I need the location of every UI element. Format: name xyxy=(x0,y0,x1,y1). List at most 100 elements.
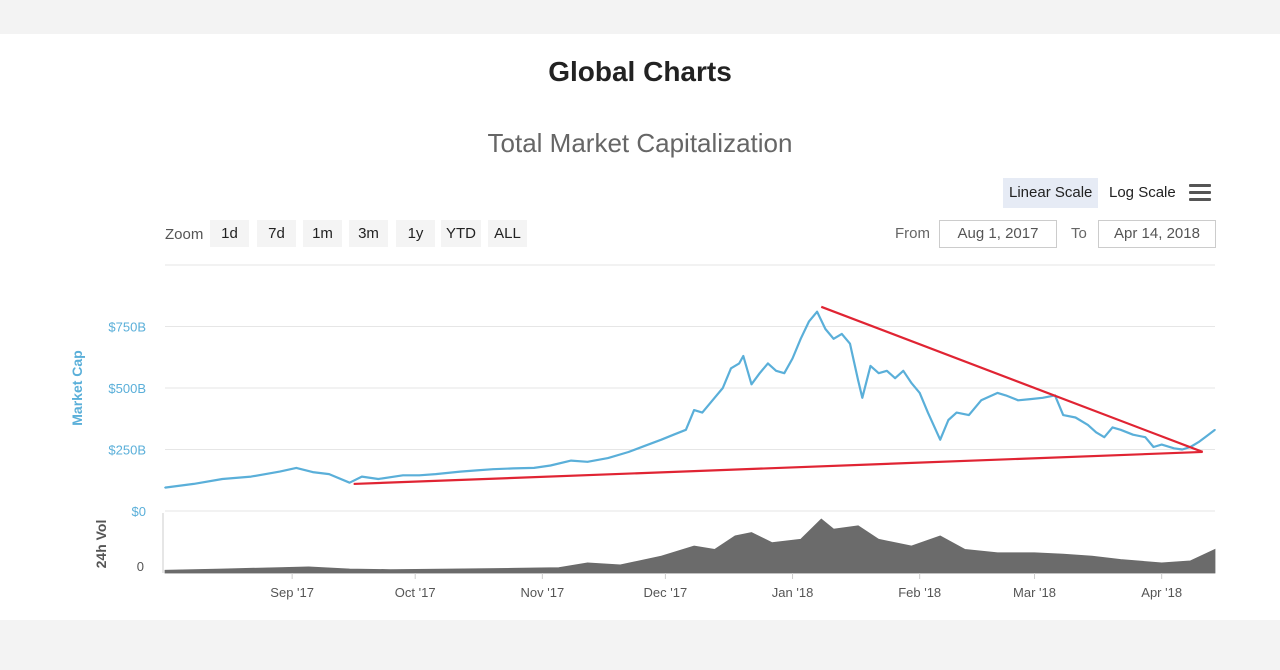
market-cap-point xyxy=(1214,429,1216,431)
market-cap-point xyxy=(434,473,437,475)
market-cap-point xyxy=(1173,447,1175,450)
market-cap-point xyxy=(402,474,404,477)
market-cap-series xyxy=(164,310,1216,489)
market-cap-point xyxy=(713,397,716,399)
market-cap-point xyxy=(644,445,646,447)
market-cap-point xyxy=(1144,436,1147,439)
market-cap-point xyxy=(1197,441,1200,443)
market-cap-point xyxy=(894,377,896,380)
market-cap-point xyxy=(816,310,818,313)
zoom-ytd-button[interactable]: YTD xyxy=(441,220,481,247)
zoom-1d-button[interactable]: 1d xyxy=(210,220,249,247)
y-tick-labels: $0 $250B $500B $750B 0 xyxy=(108,320,146,575)
chart-title: Total Market Capitalization xyxy=(487,128,793,158)
market-cap-point xyxy=(1160,443,1163,446)
market-cap-point xyxy=(1041,397,1044,399)
market-cap-point xyxy=(927,411,929,414)
market-cap-point xyxy=(549,464,552,467)
to-date-input[interactable]: Apr 14, 2018 xyxy=(1098,220,1216,248)
zoom-3m-button[interactable]: 3m xyxy=(349,220,388,247)
x-tick-label: Oct '17 xyxy=(395,585,436,600)
market-cap-point xyxy=(980,399,982,402)
market-cap-point xyxy=(742,355,745,357)
trendline xyxy=(820,305,1204,453)
volume-area xyxy=(164,518,1216,574)
market-cap-point xyxy=(1152,446,1155,448)
market-cap-point xyxy=(902,370,905,372)
market-cap-point xyxy=(857,379,859,382)
x-tick-label: Jan '18 xyxy=(772,585,814,600)
market-cap-point xyxy=(1074,416,1077,419)
zoom-label: Zoom xyxy=(165,226,204,243)
x-tick-label: Dec '17 xyxy=(644,585,688,600)
market-cap-point xyxy=(475,469,478,472)
market-cap-point xyxy=(775,370,777,372)
market-cap-point xyxy=(418,474,421,477)
market-cap-point xyxy=(947,419,950,421)
market-cap-point xyxy=(808,320,810,323)
y-tick-label: $500B xyxy=(108,381,146,396)
market-cap-point xyxy=(750,383,753,386)
market-cap-point xyxy=(492,468,494,471)
market-cap-point xyxy=(799,338,802,340)
market-cap-point xyxy=(877,372,880,375)
market-cap-point xyxy=(886,370,888,372)
x-tick-label: Sep '17 xyxy=(270,585,314,600)
market-cap-point xyxy=(1132,433,1134,436)
market-cap-point xyxy=(939,438,941,441)
market-cap-point xyxy=(1005,394,1007,397)
zoom-1m-button[interactable]: 1m xyxy=(303,220,342,247)
linear-scale-button[interactable]: Linear Scale xyxy=(1003,178,1099,208)
from-date-input[interactable]: Aug 1, 2017 xyxy=(939,220,1057,248)
zoom-all-button[interactable]: ALL xyxy=(488,220,527,247)
zoom-7d-button[interactable]: 7d xyxy=(257,220,296,247)
y-axis-label: Market Cap xyxy=(69,350,85,425)
market-cap-point xyxy=(1029,398,1032,400)
market-cap-point xyxy=(996,392,999,394)
market-cap-point xyxy=(279,470,281,473)
market-cap-point xyxy=(295,467,298,469)
market-cap-point xyxy=(1062,414,1064,416)
market-cap-point xyxy=(758,372,761,375)
market-cap-point xyxy=(832,338,835,340)
market-cap-point xyxy=(1103,436,1106,439)
market-cap-point xyxy=(250,475,252,478)
x-tick-labels: Sep '17 Oct '17 Nov '17 Dec '17 Jan '18 Feb '… xyxy=(270,573,1182,600)
market-cap-point xyxy=(1087,424,1089,426)
market-cap-point xyxy=(791,357,794,360)
market-cap-point xyxy=(607,457,609,459)
to-label: To xyxy=(1071,225,1087,242)
hamburger-menu-icon[interactable] xyxy=(1189,184,1211,202)
market-cap-point xyxy=(730,367,732,370)
page-title: Global Charts xyxy=(548,56,732,87)
grid-lines xyxy=(165,264,1215,512)
from-label: From xyxy=(895,225,930,242)
x-tick-label: Feb '18 xyxy=(898,585,941,600)
market-cap-point xyxy=(955,411,958,414)
x-tick-label: Apr '18 xyxy=(1141,585,1182,600)
market-cap-point xyxy=(693,409,695,411)
market-cap-point xyxy=(311,471,314,473)
market-cap-point xyxy=(192,483,195,485)
market-cap-point xyxy=(459,470,462,473)
market-cap-point xyxy=(783,372,786,375)
market-cap-point xyxy=(221,478,224,480)
market-cap-point xyxy=(918,392,921,394)
market-cap-point xyxy=(1017,399,1019,402)
market-cap-point xyxy=(849,342,851,345)
market-cap-point xyxy=(660,438,663,441)
market-cap-point xyxy=(968,414,970,416)
log-scale-button[interactable]: Log Scale xyxy=(1109,184,1176,201)
market-cap-point xyxy=(861,397,864,399)
market-cap-point xyxy=(1119,429,1122,431)
volume-axis-label: 24h Vol xyxy=(93,520,109,569)
trendlines xyxy=(353,305,1204,486)
market-cap-point xyxy=(533,467,535,469)
market-cap-point xyxy=(1206,435,1208,437)
market-cap-point xyxy=(910,382,913,384)
market-cap-point xyxy=(512,467,515,470)
market-cap-point xyxy=(1095,431,1097,434)
market-cap-point xyxy=(1111,426,1114,429)
zoom-1y-button[interactable]: 1y xyxy=(396,220,435,247)
market-cap-point xyxy=(738,362,740,365)
